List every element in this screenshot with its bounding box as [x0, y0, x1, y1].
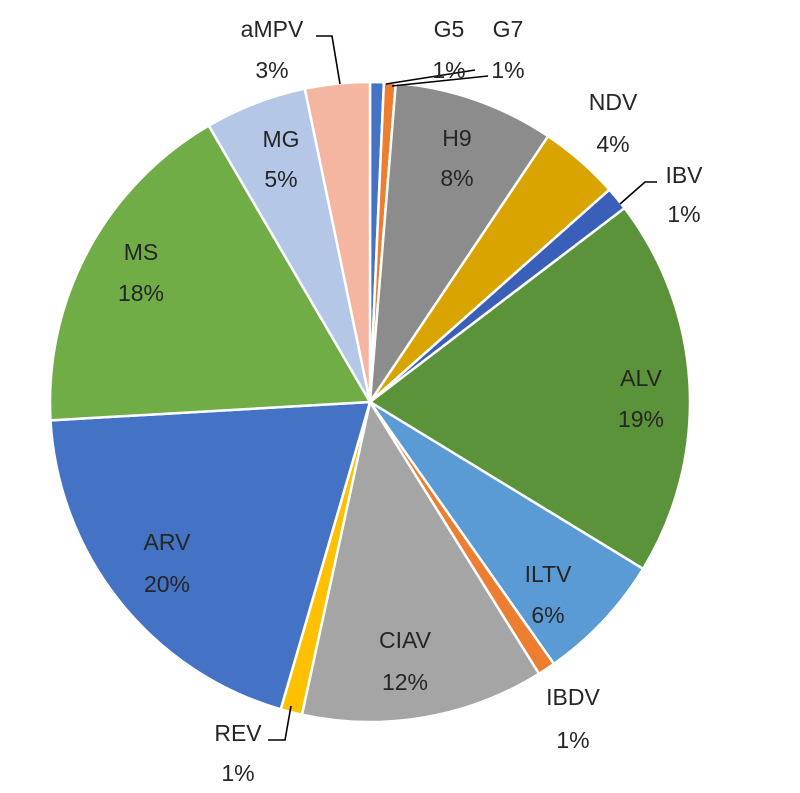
slice-label-ibdv: IBDV 1%	[546, 684, 600, 753]
slice-name-alv: ALV	[620, 365, 662, 391]
slice-name-ndv: NDV	[589, 89, 638, 115]
slice-pct-mg: 5%	[264, 166, 297, 192]
slice-name-g5: G5	[434, 16, 465, 42]
leader-line-rev	[268, 705, 292, 741]
slice-label-mg: MG 5%	[262, 126, 299, 192]
pie-slice-ciav	[300, 400, 541, 724]
slice-pct-ibv: 1%	[667, 201, 700, 227]
slice-label-iltv: ILTV 6%	[525, 561, 573, 628]
slice-name-ampv: aMPV	[241, 16, 304, 42]
pie-slice-ms	[48, 124, 372, 422]
slice-label-ibv: IBV 1%	[665, 162, 703, 227]
pie-slice-alv	[368, 206, 692, 571]
slice-name-ciav: CIAV	[379, 627, 432, 653]
pie-slice-arv	[49, 400, 372, 711]
slice-pct-ndv: 4%	[596, 131, 629, 157]
slice-label-rev: REV 1%	[214, 720, 262, 786]
slice-label-alv: ALV 19%	[618, 365, 664, 432]
leader-line-g7	[391, 75, 489, 87]
leader-line-ampv	[316, 35, 341, 85]
pie-slice-ampv	[303, 80, 372, 404]
slice-name-iltv: ILTV	[525, 561, 573, 587]
slice-label-ndv: NDV 4%	[589, 89, 638, 157]
slice-name-mg: MG	[262, 126, 299, 152]
slice-pct-ms: 18%	[118, 280, 164, 306]
pie-slice-iltv	[368, 400, 645, 666]
leader-line-ibv	[619, 181, 657, 205]
leader-lines	[268, 35, 657, 741]
leader-line-g5	[385, 69, 476, 85]
pie-slice-h9	[368, 81, 550, 404]
slice-pct-h9: 8%	[440, 165, 473, 191]
slice-name-ms: MS	[124, 239, 159, 265]
slice-label-ampv: aMPV 3%	[241, 16, 304, 83]
pie-slices	[48, 80, 692, 724]
slice-name-arv: ARV	[144, 529, 192, 555]
slice-label-ms: MS 18%	[118, 239, 164, 306]
slice-pct-alv: 19%	[618, 406, 664, 432]
slice-label-g5: G5 1%	[432, 16, 465, 83]
slice-label-arv: ARV 20%	[144, 529, 192, 597]
slice-pct-iltv: 6%	[531, 602, 564, 628]
slice-label-h9: H9 8%	[440, 125, 473, 191]
slice-label-ciav: CIAV 12%	[379, 627, 432, 695]
slice-labels: G5 1% G7 1% H9 8% NDV 4% IBV 1% ALV 19% …	[118, 16, 703, 786]
slice-pct-g5: 1%	[432, 57, 465, 83]
slice-label-g7: G7 1%	[491, 16, 524, 83]
slice-pct-arv: 20%	[144, 571, 190, 597]
slice-name-h9: H9	[442, 125, 471, 151]
slice-pct-ciav: 12%	[382, 669, 428, 695]
slice-pct-ibdv: 1%	[556, 727, 589, 753]
slice-pct-rev: 1%	[221, 760, 254, 786]
slice-name-rev: REV	[214, 720, 262, 746]
slice-name-ibv: IBV	[665, 162, 703, 188]
slice-pct-g7: 1%	[491, 57, 524, 83]
slice-name-g7: G7	[493, 16, 524, 42]
slice-name-ibdv: IBDV	[546, 684, 600, 710]
slice-pct-ampv: 3%	[255, 57, 288, 83]
